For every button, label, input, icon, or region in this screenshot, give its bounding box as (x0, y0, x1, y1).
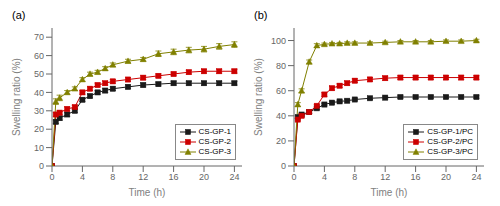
html-text:CS-GP-3: CS-GP-3 (198, 147, 231, 156)
html-text:CS-GP-1/PC: CS-GP-1/PC (427, 127, 473, 136)
svg-text:0: 0 (291, 172, 296, 182)
svg-text:0: 0 (281, 161, 286, 171)
svg-text:30: 30 (34, 106, 44, 116)
svg-text:20: 20 (34, 124, 44, 134)
svg-text:16: 16 (411, 172, 421, 182)
svg-text:50: 50 (34, 69, 44, 79)
svg-text:0: 0 (39, 161, 44, 171)
html-text:CS-GP-2/PC: CS-GP-2/PC (427, 137, 473, 146)
svg-text:Swelling ratio (%): Swelling ratio (%) (253, 58, 264, 136)
html-text:CS-GP-2: CS-GP-2 (198, 137, 231, 146)
svg-text:Time (h): Time (h) (371, 187, 408, 198)
html-text:(a): (a) (12, 9, 26, 21)
svg-text:60: 60 (34, 51, 44, 61)
html-text:CS-GP-3/PC: CS-GP-3/PC (427, 147, 473, 156)
html-text:(b): (b) (254, 9, 268, 21)
svg-text:70: 70 (34, 32, 44, 42)
svg-text:20: 20 (276, 136, 286, 146)
svg-text:Time (h): Time (h) (129, 187, 166, 198)
svg-text:60: 60 (276, 86, 286, 96)
svg-text:8: 8 (352, 172, 357, 182)
svg-text:20: 20 (199, 172, 209, 182)
svg-text:10: 10 (34, 143, 44, 153)
svg-text:Swelling ratio (%): Swelling ratio (%) (11, 58, 22, 136)
svg-text:12: 12 (380, 172, 390, 182)
svg-text:16: 16 (169, 172, 179, 182)
svg-text:8: 8 (110, 172, 115, 182)
svg-text:40: 40 (276, 111, 286, 121)
svg-text:0: 0 (49, 172, 54, 182)
svg-text:80: 80 (276, 61, 286, 71)
html-text:CS-GP-1: CS-GP-1 (198, 127, 231, 136)
svg-text:4: 4 (80, 172, 85, 182)
svg-text:100: 100 (271, 36, 286, 46)
svg-text:24: 24 (229, 172, 239, 182)
svg-text:24: 24 (471, 172, 481, 182)
svg-text:12: 12 (138, 172, 148, 182)
svg-text:20: 20 (441, 172, 451, 182)
svg-text:4: 4 (322, 172, 327, 182)
svg-text:40: 40 (34, 88, 44, 98)
